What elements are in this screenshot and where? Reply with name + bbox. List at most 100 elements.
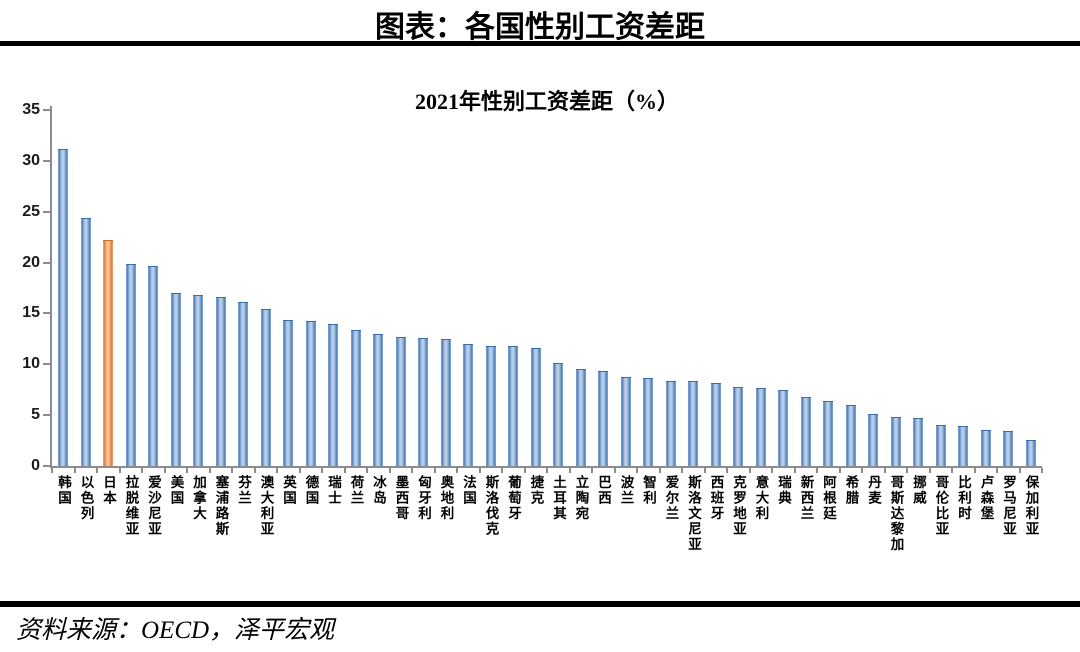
x-tick-mark: [321, 468, 323, 473]
bar: [575, 369, 586, 466]
x-tick-mark: [1018, 468, 1021, 473]
x-tick-mark: [546, 468, 548, 473]
x-category-cell: 匈牙利: [412, 475, 435, 522]
x-axis: [50, 466, 1042, 468]
bar-slot: [187, 110, 210, 466]
bar: [395, 336, 406, 466]
bar: [463, 344, 474, 466]
x-category-label: 荷兰: [348, 475, 364, 506]
x-tick-mark: [411, 468, 413, 473]
x-category-cell: 爱沙尼亚: [142, 475, 165, 537]
x-category-label: 韩国: [56, 475, 71, 506]
x-axis-labels: 韩国 以色列 日本 拉脱维亚 爱沙尼亚 美国 加拿大 塞浦路斯 芬兰 澳大利亚 英国 德国 瑞士 荷兰 冰岛…: [52, 475, 1042, 553]
bar: [530, 348, 541, 466]
x-tick-mark: [658, 468, 661, 473]
x-tick-mark: [433, 468, 436, 473]
x-category-label: 哥斯达黎加: [888, 475, 904, 553]
bar-slot: [840, 110, 863, 466]
bar: [620, 376, 631, 466]
bar: [125, 263, 136, 466]
x-category-cell: 克罗地亚: [727, 475, 750, 537]
x-category-label: 斯洛伐克: [483, 475, 499, 537]
x-category-label: 瑞典: [776, 475, 791, 506]
x-tick-mark: [928, 468, 931, 473]
x-category-cell: 冰岛: [367, 475, 390, 506]
x-tick-mark: [771, 468, 773, 473]
x-category-label: 波兰: [618, 475, 634, 506]
x-category-cell: 新西兰: [795, 475, 818, 522]
bar: [58, 148, 69, 466]
x-category-label: 芬兰: [236, 475, 251, 506]
x-category-cell: 卢森堡: [975, 475, 998, 522]
bar: [373, 333, 384, 466]
bar-slot: [75, 110, 98, 466]
x-category-label: 匈牙利: [416, 475, 431, 522]
bar-slot: [907, 110, 930, 466]
bar-slot: [727, 110, 750, 466]
x-tick-mark: [1041, 468, 1043, 473]
x-category-cell: 拉脱维亚: [120, 475, 143, 537]
x-tick-mark: [523, 468, 526, 473]
x-category-label: 挪威: [911, 475, 926, 506]
bar-slot: [885, 110, 908, 466]
x-category-cell: 斯洛文尼亚: [682, 475, 705, 553]
x-category-label: 捷克: [528, 475, 544, 506]
x-category-cell: 阿根廷: [817, 475, 840, 522]
x-tick-mark: [186, 468, 188, 473]
x-tick-mark: [456, 468, 458, 473]
bar-slot: [255, 110, 278, 466]
y-tick-mark: [43, 414, 51, 417]
y-tick-label: 5: [31, 406, 40, 424]
y-tick-mark: [43, 210, 51, 213]
y-tick-mark: [43, 109, 51, 111]
x-category-label: 新西兰: [798, 475, 814, 522]
bar: [148, 265, 159, 466]
bar-slot: [682, 110, 705, 466]
bar: [80, 217, 91, 466]
y-tick-mark: [43, 363, 51, 366]
bar-highlight: [103, 240, 114, 466]
bar-slot: [97, 110, 120, 466]
bar: [598, 371, 609, 466]
y-tick-mark: [43, 312, 51, 315]
x-tick-mark: [118, 468, 121, 473]
bar: [890, 417, 901, 466]
x-tick-mark: [861, 468, 863, 473]
x-category-label: 葡萄牙: [506, 475, 521, 522]
bar-slot: [952, 110, 975, 466]
y-tick-mark: [43, 159, 51, 162]
x-tick-mark: [343, 468, 346, 473]
x-category-cell: 奥地利: [435, 475, 458, 522]
x-category-label: 澳大利亚: [258, 475, 274, 537]
bar-slot: [817, 110, 840, 466]
x-category-cell: 西班牙: [705, 475, 728, 522]
bar-slot: [795, 110, 818, 466]
x-category-cell: 斯洛伐克: [480, 475, 503, 537]
bar-slot: [120, 110, 143, 466]
x-tick-mark: [73, 468, 76, 473]
x-category-label: 阿根廷: [821, 475, 836, 522]
x-category-cell: 保加利亚: [1020, 475, 1043, 537]
x-category-label: 斯洛文尼亚: [686, 475, 701, 553]
y-tick-label: 0: [31, 457, 40, 474]
bottom-divider: [0, 601, 1080, 607]
x-category-cell: 澳大利亚: [255, 475, 278, 537]
x-category-cell: 瑞典: [772, 475, 795, 506]
x-tick-mark: [96, 468, 98, 473]
x-category-label: 冰岛: [371, 475, 386, 506]
bar: [283, 319, 294, 466]
x-category-label: 爱尔兰: [663, 475, 679, 522]
bar-slot: [637, 110, 660, 466]
x-category-label: 立陶宛: [573, 475, 589, 522]
bar: [418, 337, 429, 466]
bar: [305, 320, 316, 466]
bar-slot: [435, 110, 458, 466]
x-tick-mark: [996, 468, 998, 473]
bar-slot: [547, 110, 570, 466]
x-category-cell: 加拿大: [187, 475, 210, 522]
x-category-cell: 法国: [457, 475, 480, 506]
x-category-label: 罗马尼亚: [1001, 475, 1016, 537]
x-category-cell: 日本: [97, 475, 120, 506]
x-category-label: 卢森堡: [978, 475, 994, 522]
